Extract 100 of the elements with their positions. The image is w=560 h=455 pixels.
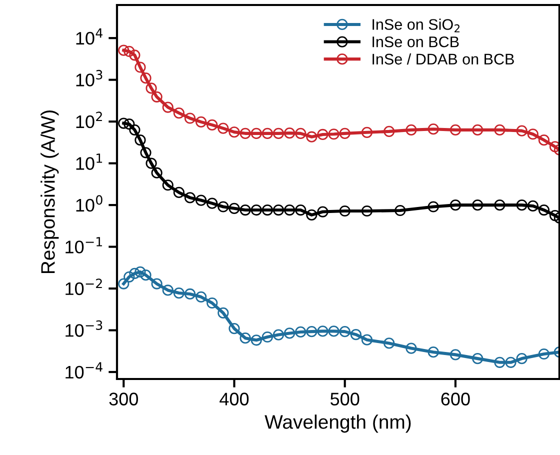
point: [184, 112, 196, 124]
point: [306, 326, 318, 338]
point: [151, 167, 162, 178]
point: [196, 291, 207, 302]
point: [284, 128, 296, 139]
point: [339, 128, 350, 139]
point: [406, 342, 417, 354]
point: [240, 332, 251, 344]
point: [240, 128, 251, 139]
point: [306, 209, 318, 220]
point: [206, 119, 218, 130]
point: [162, 180, 174, 191]
point: [428, 346, 439, 358]
y-tick-label: 10$^{0}$: [76, 195, 102, 212]
point: [118, 118, 130, 129]
point: [549, 210, 560, 222]
point: [450, 349, 462, 360]
point: [450, 199, 462, 211]
x-tick-label: 300: [109, 392, 138, 406]
point: [250, 128, 262, 139]
x-tick-label: 500: [330, 392, 360, 406]
point: [151, 278, 162, 290]
point: [361, 126, 373, 138]
point: [118, 278, 130, 290]
point: [228, 126, 240, 138]
point: [384, 126, 395, 137]
point: [317, 206, 328, 218]
point: [317, 326, 328, 337]
point: [295, 128, 306, 139]
point: [262, 128, 273, 139]
y-tick-label: 10$^{3}$: [76, 70, 102, 86]
point: [361, 334, 373, 346]
point: [162, 102, 174, 113]
point: [196, 116, 207, 128]
point: [173, 107, 184, 119]
point: [134, 62, 146, 73]
point: [140, 72, 152, 84]
point: [538, 134, 550, 146]
point: [450, 124, 462, 136]
point: [328, 128, 340, 140]
point: [394, 204, 406, 216]
point: [295, 326, 306, 338]
y-tick-label: 10$^{−4}$: [66, 362, 102, 379]
point: [240, 204, 251, 216]
legend-label: InSe on SiO$_{2}$: [372, 18, 460, 32]
point: [406, 124, 417, 136]
point: [549, 141, 560, 152]
point: [472, 199, 484, 211]
point: [317, 128, 328, 140]
point: [129, 50, 140, 61]
point: [295, 204, 306, 216]
point: [428, 201, 439, 212]
point: [129, 268, 140, 279]
point: [272, 204, 284, 216]
point: [124, 271, 135, 282]
point: [284, 204, 296, 216]
x-axis-title: Wavelength (nm): [264, 414, 411, 433]
point: [339, 205, 350, 217]
point: [250, 334, 262, 346]
y-tick-label: 10$^{1}$: [76, 154, 102, 170]
point: [134, 134, 146, 146]
point: [124, 118, 135, 130]
point: [384, 338, 395, 349]
y-tick-label: 10$^{−2}$: [66, 278, 102, 296]
point: [206, 297, 218, 309]
y-tick-label: 10$^{4}$: [76, 28, 103, 45]
y-tick-label: 10$^{−1}$: [66, 237, 102, 254]
point: [284, 328, 296, 339]
point: [527, 200, 538, 212]
y-tick-label: 10$^{2}$: [76, 112, 102, 128]
point: [516, 125, 528, 136]
point: [196, 194, 207, 206]
point: [250, 204, 262, 216]
point: [140, 147, 152, 158]
point: [173, 287, 184, 299]
point: [218, 307, 229, 318]
point: [140, 270, 152, 281]
legend-label: InSe / DDAB on BCB: [372, 53, 514, 65]
x-tick-label: 400: [220, 392, 249, 406]
point: [472, 124, 484, 136]
point: [272, 329, 284, 340]
point: [146, 158, 157, 169]
point: [173, 186, 184, 198]
point: [494, 199, 506, 211]
point: [162, 284, 174, 296]
point: [151, 91, 162, 102]
point: [361, 205, 373, 217]
point: [184, 192, 196, 204]
point: [146, 82, 157, 94]
point: [328, 326, 340, 337]
point: [218, 122, 229, 134]
point: [494, 356, 506, 368]
point: [228, 202, 240, 214]
point: [350, 328, 362, 340]
point: [272, 128, 284, 139]
legend-label: InSe on BCB: [372, 36, 459, 48]
x-tick-label: 600: [441, 392, 470, 406]
point: [538, 348, 550, 360]
y-tick-label: 10$^{−3}$: [66, 320, 102, 337]
point: [538, 204, 550, 216]
